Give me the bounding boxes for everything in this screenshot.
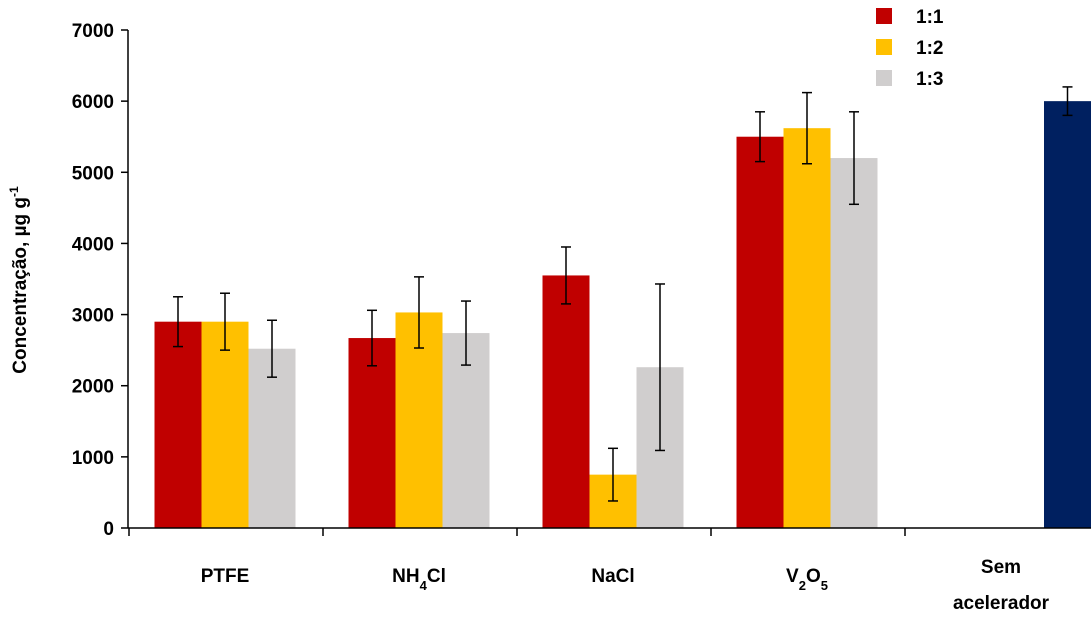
bar	[736, 136, 784, 528]
x-tick-label: V2O5	[786, 566, 828, 593]
legend-swatch	[876, 70, 892, 86]
error-bar	[220, 292, 230, 351]
y-axis-title: Concentração, µg g-1	[7, 186, 31, 374]
legend: 1:1 1:2 1:3	[876, 7, 944, 90]
x-axis-labels: PTFE NH4Cl NaCl V2O5 Sem acelerador	[201, 557, 1050, 614]
x-tick-label: Sem	[981, 557, 1021, 578]
error-bar	[802, 91, 812, 165]
x-tick-label: NH4Cl	[392, 566, 446, 593]
y-tick-label: 6000	[72, 92, 114, 113]
error-bar	[608, 447, 618, 502]
bar	[248, 348, 296, 528]
bar	[1044, 101, 1091, 529]
svg-text:Concentração, µg g-1: Concentração, µg g-1	[7, 186, 31, 374]
y-tick-label: 0	[103, 519, 114, 540]
y-tick-label: 3000	[72, 306, 114, 327]
error-bar	[1062, 86, 1073, 117]
x-tick-label: PTFE	[201, 566, 250, 587]
error-bar	[561, 246, 571, 305]
bar	[830, 158, 878, 529]
y-tick-label: 2000	[72, 377, 114, 398]
y-axis-ticks: 0 1000 2000 3000 4000 5000 6000 7000	[72, 21, 128, 540]
error-bar	[849, 111, 859, 206]
bar	[201, 321, 249, 528]
y-tick-label: 7000	[72, 21, 114, 42]
error-bar	[267, 319, 277, 378]
error-bars	[173, 86, 1073, 502]
error-bar	[655, 283, 665, 452]
bar	[348, 338, 396, 528]
bar	[154, 321, 202, 528]
legend-item: 1:2	[876, 38, 943, 59]
error-bar	[414, 276, 424, 349]
y-tick-label: 1000	[72, 448, 114, 469]
error-bar	[173, 296, 183, 348]
bar	[542, 275, 590, 528]
legend-swatch	[876, 39, 892, 55]
error-bar	[367, 309, 377, 367]
x-tick-label-line2: acelerador	[953, 593, 1050, 614]
bars	[154, 101, 1091, 529]
legend-label: 1:2	[916, 38, 943, 59]
legend-item: 1:3	[876, 69, 943, 90]
y-tick-label: 4000	[72, 234, 114, 255]
y-tick-label: 5000	[72, 163, 114, 184]
legend-label: 1:1	[916, 7, 944, 28]
legend-swatch	[876, 8, 892, 24]
x-tick-label: NaCl	[591, 566, 634, 587]
y-axis-title-text: Concentração, µg g	[10, 197, 31, 374]
y-axis-title-superscript: -1	[7, 186, 21, 197]
legend-label: 1:3	[916, 69, 943, 90]
axes	[127, 30, 1091, 536]
error-bar	[461, 300, 471, 366]
legend-item: 1:1	[876, 7, 944, 28]
error-bar	[755, 111, 765, 163]
bar	[783, 128, 831, 529]
